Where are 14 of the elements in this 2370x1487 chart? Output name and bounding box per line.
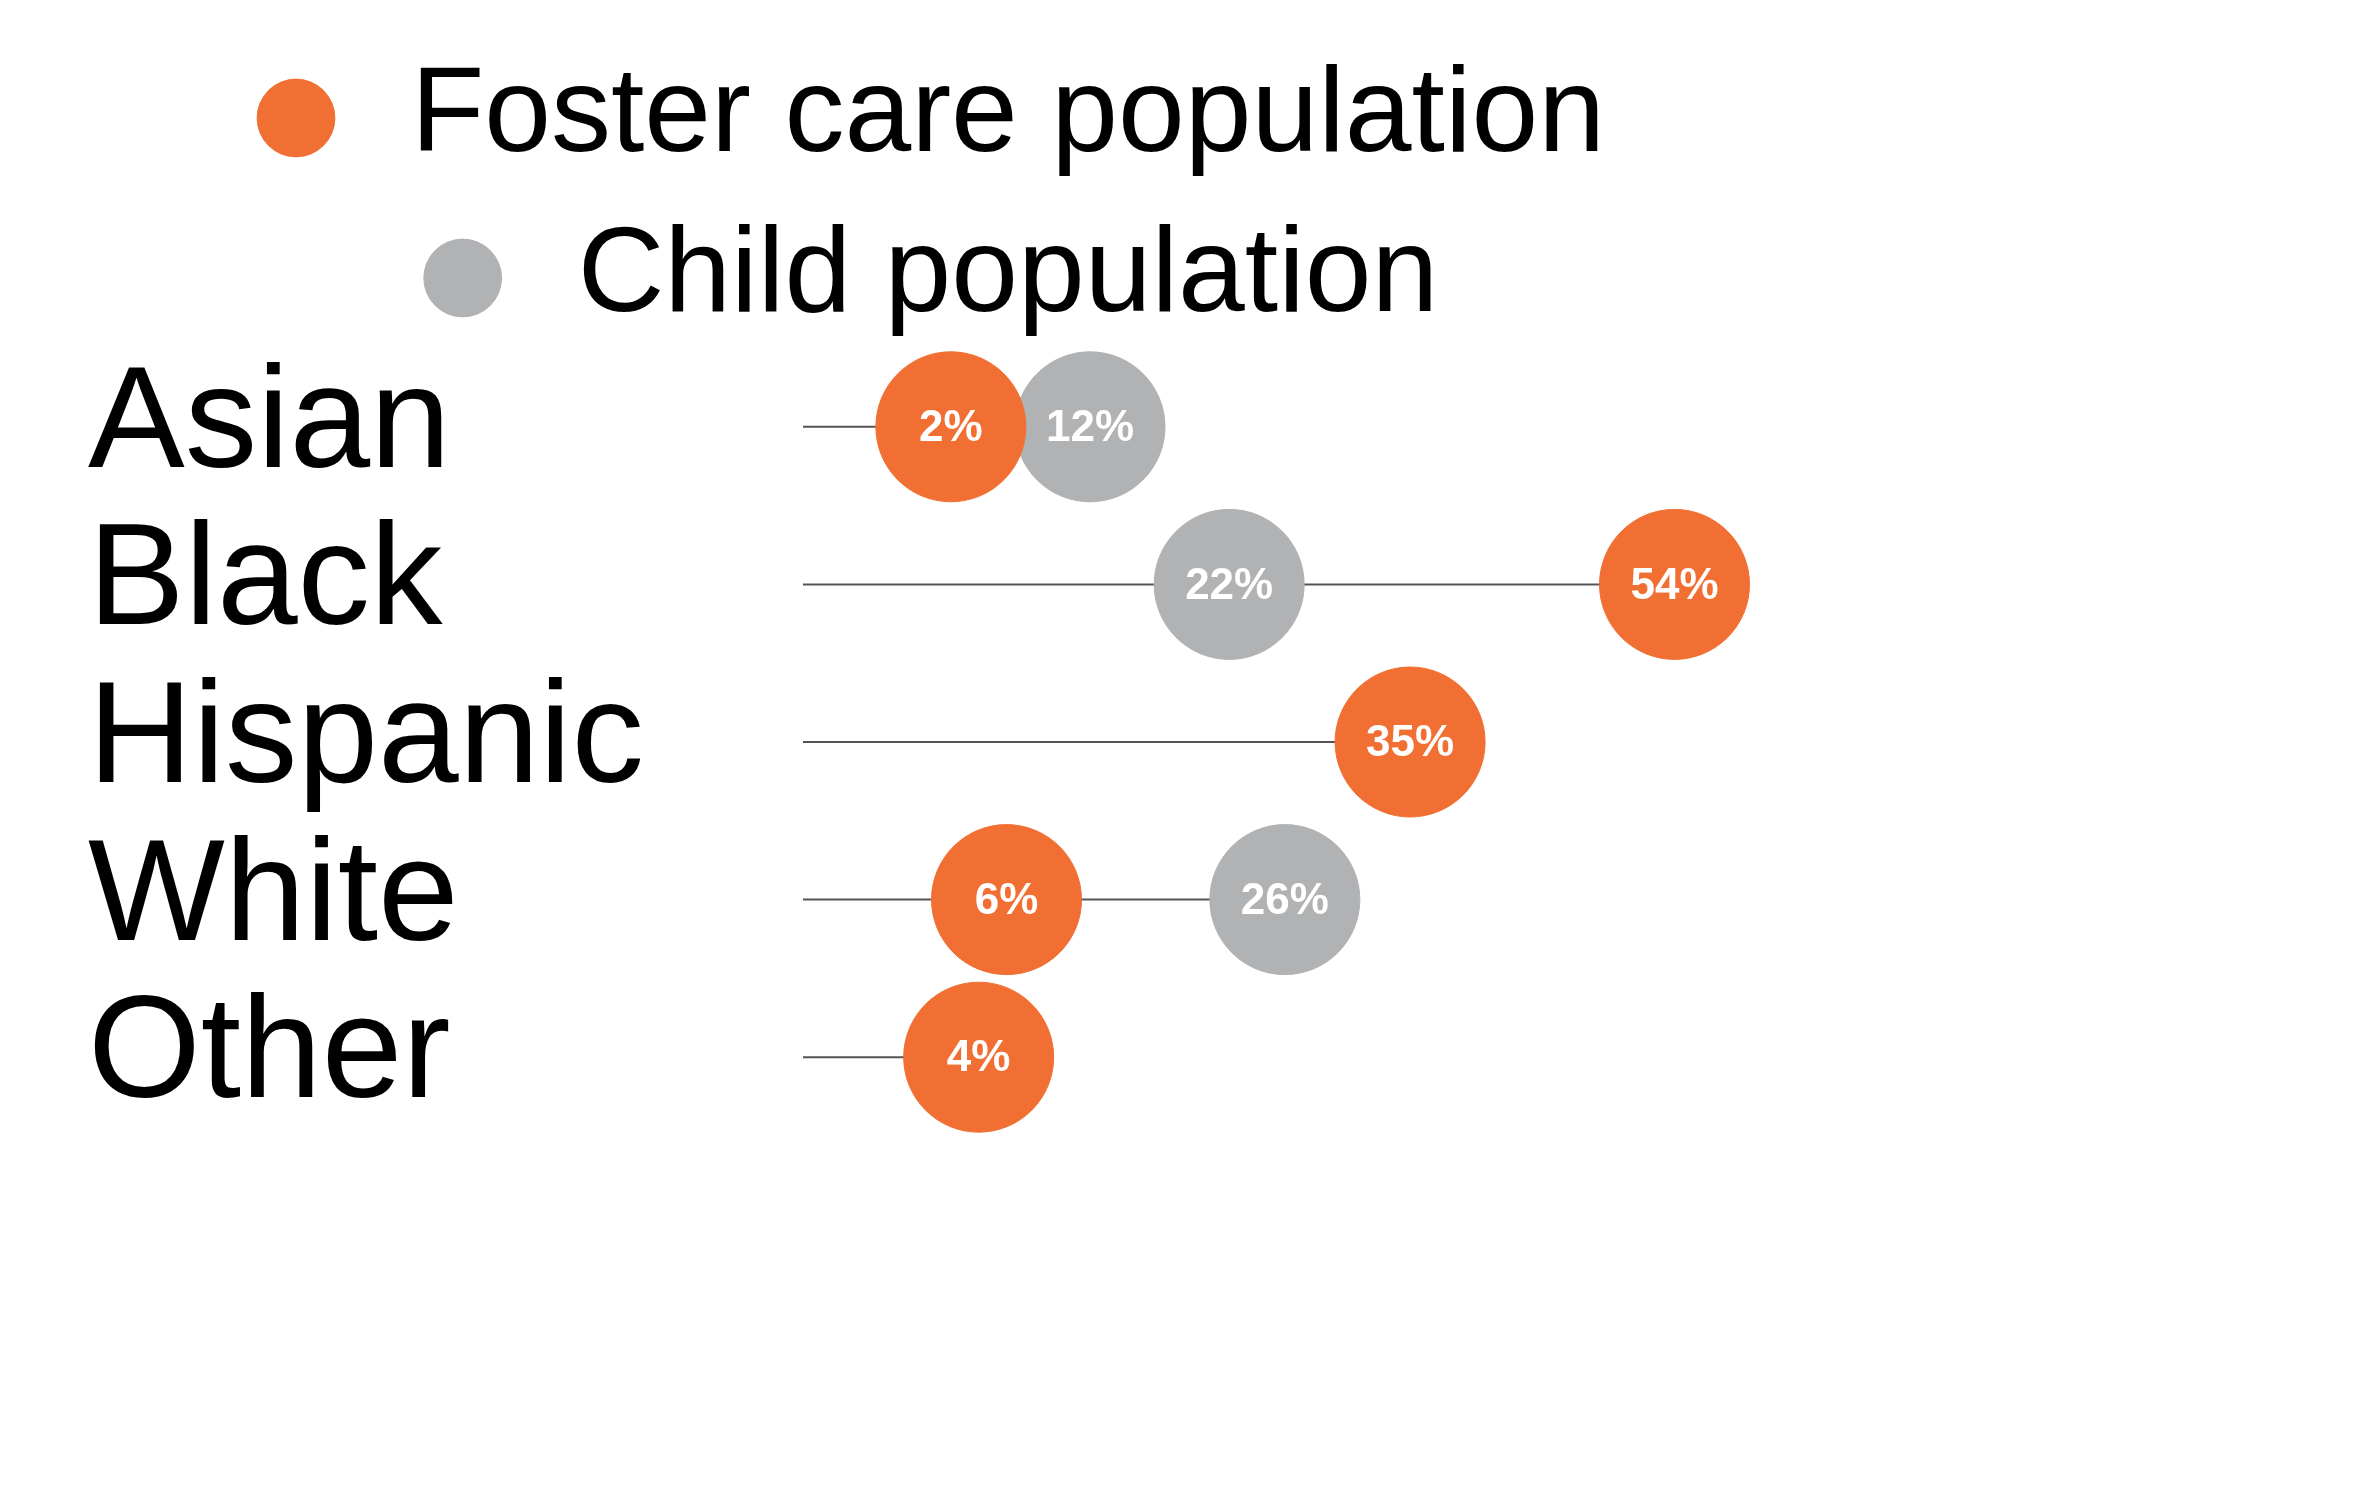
point — [931, 824, 1082, 976]
data-label: 4% — [946, 1031, 1011, 1081]
point — [903, 981, 1055, 1133]
data-label: 6% — [974, 873, 1039, 923]
data-label: 22% — [1185, 558, 1274, 608]
data-label: 12% — [1045, 400, 1135, 450]
legend-label: Child population — [577, 202, 1439, 337]
point — [875, 351, 1027, 503]
data-label: 26% — [1240, 873, 1329, 923]
data-label: 35% — [1366, 716, 1455, 766]
data-label: 54% — [1630, 558, 1719, 608]
y-tick-label: Other — [88, 966, 451, 1129]
data-label: 2% — [919, 400, 983, 450]
legend-label: Foster care population — [410, 42, 1606, 177]
